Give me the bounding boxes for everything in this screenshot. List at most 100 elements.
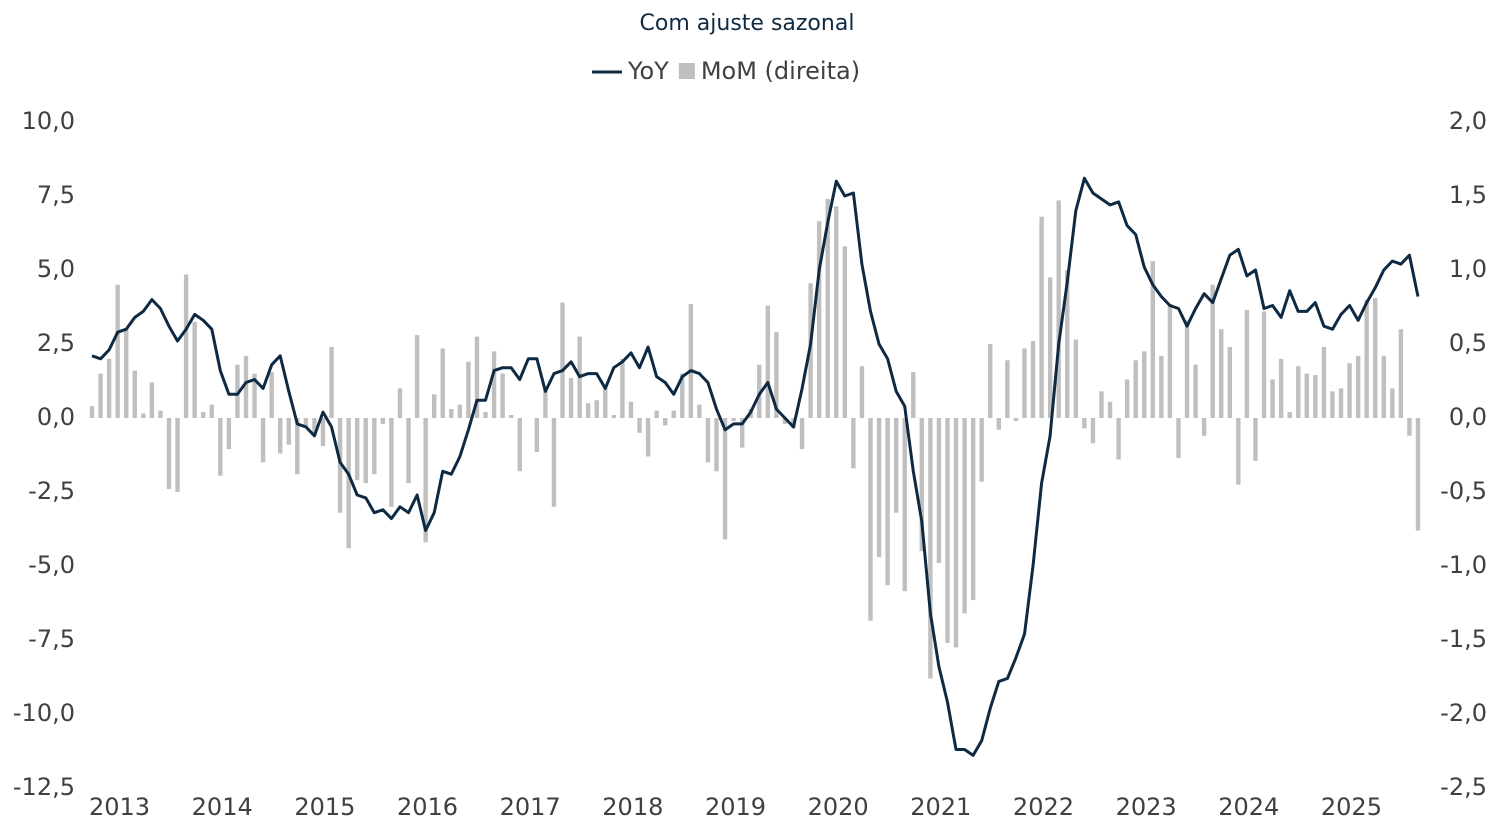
bar <box>372 418 377 475</box>
bar <box>457 404 463 418</box>
bar <box>1253 418 1258 461</box>
bar <box>996 418 1002 430</box>
bar <box>1176 418 1181 458</box>
bar <box>1210 284 1215 418</box>
bar <box>346 418 351 549</box>
bar <box>945 418 950 643</box>
bar <box>1364 299 1369 418</box>
bar <box>89 406 95 418</box>
x-tick-label: 2018 <box>602 793 663 821</box>
bar <box>953 418 959 648</box>
bar <box>568 378 574 418</box>
bar <box>269 372 274 418</box>
chart-title: Com ajuste sazonal <box>640 11 855 36</box>
bar <box>876 418 882 558</box>
bar <box>774 332 779 418</box>
bar <box>893 418 899 513</box>
bar <box>431 394 437 418</box>
bar <box>697 404 702 418</box>
bar <box>406 418 411 484</box>
bar <box>988 344 993 418</box>
bar <box>705 418 711 463</box>
bar <box>1022 348 1027 418</box>
bar <box>628 401 634 418</box>
bar <box>928 418 933 679</box>
bar <box>662 418 668 426</box>
y-tick-label: -2,5 <box>28 477 75 505</box>
bar <box>1193 364 1198 418</box>
bar <box>825 198 830 418</box>
x-tick-label: 2023 <box>1116 793 1177 821</box>
bar <box>474 336 480 418</box>
y-tick-label: 0,0 <box>37 403 75 431</box>
bar <box>423 418 428 543</box>
bar <box>1065 270 1070 418</box>
bar <box>175 418 180 492</box>
bar <box>1398 329 1404 418</box>
bar <box>98 373 103 418</box>
x-tick-label: 2025 <box>1321 793 1382 821</box>
bar <box>911 372 916 418</box>
bar <box>1150 261 1155 418</box>
bar <box>1116 418 1121 460</box>
bar <box>859 366 865 418</box>
bar <box>1219 329 1224 418</box>
bar <box>337 418 343 513</box>
bar <box>611 415 617 418</box>
bar <box>508 415 514 418</box>
bar <box>124 329 129 418</box>
bar <box>252 373 257 418</box>
bar <box>158 410 163 418</box>
x-tick-label: 2013 <box>89 793 150 821</box>
y-tick-label: 10,0 <box>22 107 75 135</box>
bar <box>868 418 873 621</box>
y-tick-label: 2,5 <box>37 329 75 357</box>
bar <box>1407 418 1412 436</box>
bar <box>218 418 223 476</box>
bar <box>483 412 488 418</box>
bar <box>115 284 120 418</box>
x-tick-label: 2022 <box>1013 793 1074 821</box>
bar <box>594 400 599 418</box>
y2-tick-label: 2,0 <box>1449 107 1487 135</box>
legend-swatch <box>678 63 695 79</box>
bar <box>1261 311 1267 418</box>
bar <box>449 409 454 418</box>
bar <box>312 418 317 436</box>
bar <box>295 418 300 475</box>
bar <box>1381 355 1386 418</box>
bar <box>979 418 984 482</box>
y2-tick-label: -0,5 <box>1440 477 1487 505</box>
bar <box>534 418 540 453</box>
bar <box>1201 418 1207 436</box>
bar <box>329 346 334 418</box>
bar <box>1090 418 1096 444</box>
y2-tick-label: -1,0 <box>1440 551 1487 579</box>
bar <box>1013 418 1019 421</box>
bar <box>654 410 659 418</box>
bar <box>414 335 420 418</box>
bar <box>731 418 736 421</box>
bar <box>192 321 197 418</box>
bar <box>1184 320 1190 418</box>
bar <box>637 418 642 433</box>
bar <box>551 418 557 507</box>
bar <box>235 364 240 418</box>
bar <box>962 418 967 614</box>
bar <box>491 351 497 418</box>
x-tick-label: 2019 <box>705 793 766 821</box>
y-tick-label: -10,0 <box>13 699 75 727</box>
y2-tick-label: 1,5 <box>1449 181 1487 209</box>
x-tick-label: 2024 <box>1218 793 1279 821</box>
bar <box>1159 355 1164 418</box>
bar <box>1390 388 1395 418</box>
y-tick-label: -7,5 <box>28 625 75 653</box>
bar <box>842 246 848 418</box>
bar <box>1133 360 1138 418</box>
bar <box>166 418 172 490</box>
bar <box>1227 346 1232 418</box>
x-tick-label: 2015 <box>294 793 355 821</box>
x-tick-label: 2014 <box>192 793 253 821</box>
bar <box>1107 401 1113 418</box>
